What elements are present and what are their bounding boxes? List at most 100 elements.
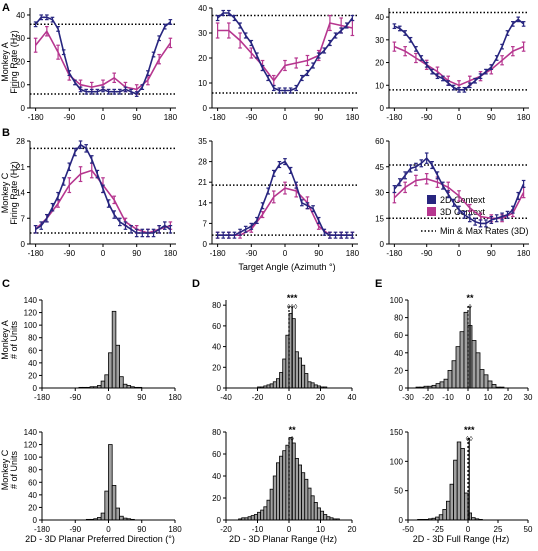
error-bar-2d: [39, 221, 44, 230]
hist-y-tick-label: 60: [28, 478, 37, 487]
error-bar-3d: [67, 177, 72, 194]
histogram-bar: [100, 512, 106, 521]
tuning-x-tick-label: 0: [283, 249, 288, 258]
hist-y-tick-label: 100: [24, 321, 38, 330]
error-bar-2d: [277, 87, 282, 94]
error-bar-2d: [232, 14, 237, 22]
error-bar-2d: [255, 216, 259, 224]
error-bar-2d: [162, 23, 167, 30]
tuning-x-tick-label: 180: [164, 113, 178, 122]
error-bar-2d: [168, 19, 173, 25]
tuning-y-tick-label: 15: [375, 214, 384, 223]
histogram-bar: [282, 358, 287, 389]
error-bar-2d: [84, 88, 88, 95]
hist-y-tick-label: 20: [28, 371, 37, 380]
histogram-bar: [313, 501, 318, 521]
error-bar-2d: [451, 84, 456, 91]
histogram-bar: [445, 500, 451, 521]
error-bar-3d: [249, 47, 254, 59]
tuning-y-tick-label: 7: [203, 219, 208, 228]
error-bar-2d: [266, 187, 270, 195]
error-bar-2d: [151, 228, 156, 238]
error-bar-2d: [56, 191, 60, 201]
error-bar-2d: [123, 221, 128, 230]
histogram-bar: [260, 509, 265, 521]
histogram-bar: [451, 360, 457, 389]
error-bar-3d: [414, 52, 418, 64]
legend-label-3d: 3D Context: [440, 207, 486, 217]
tuning-x-tick-label: 0: [457, 113, 462, 122]
error-bar-2d: [134, 228, 139, 238]
error-bar-2d: [305, 69, 310, 77]
tuning-plot-b-2: 0 7 14 21 28 35 -180 -90 0 90 180: [198, 137, 360, 258]
error-bar-2d: [33, 21, 38, 28]
error-bar-2d: [221, 231, 226, 239]
histogram-bar: [310, 495, 315, 521]
hist-x-tick-label: 30: [524, 393, 533, 402]
error-bar-3d: [168, 37, 173, 49]
series-line-3d: [217, 22, 353, 82]
error-bar-3d: [511, 46, 515, 57]
error-bar-2d: [243, 32, 248, 39]
error-bar-2d: [484, 68, 488, 75]
error-bar-2d: [316, 52, 321, 59]
hist-x-tick-label: 180: [168, 525, 182, 534]
error-bar-2d: [134, 91, 139, 97]
error-bar-2d: [408, 36, 413, 43]
error-bar-2d: [403, 30, 407, 36]
error-bar-3d: [283, 59, 287, 72]
hist-y-tick-label: 80: [212, 301, 221, 310]
error-bar-3d: [414, 174, 418, 187]
error-bar-2d: [118, 88, 122, 95]
histogram-bar: [483, 374, 489, 389]
hist-x-tick-label: 0: [106, 525, 111, 534]
error-bar-2d: [414, 162, 418, 171]
histogram-bar: [266, 499, 271, 521]
hist-y-tick-label: 80: [394, 314, 403, 323]
hist-y-tick-label: 0: [217, 516, 222, 525]
panel-letter-d: D: [192, 278, 200, 290]
hist-x-tick-label: 0: [466, 525, 471, 534]
series-line-2d: [217, 160, 353, 236]
histogram-bar: [100, 380, 106, 389]
hist-y-tick-label: 40: [212, 343, 221, 352]
hist-x-tick-label: 0: [287, 393, 292, 402]
error-bar-3d: [305, 54, 310, 67]
histogram-bar: [442, 509, 447, 521]
error-bar-2d: [462, 86, 467, 93]
histogram-bar: [111, 310, 117, 389]
error-bar-2d: [516, 191, 521, 200]
histogram-bar: [115, 344, 120, 389]
hist-y-tick-label: 60: [394, 331, 403, 340]
histogram-bar: [279, 372, 284, 389]
tuning-y-tick-label: 45: [375, 163, 384, 172]
hist-x-tick-label: 50: [524, 525, 533, 534]
hist-y-tick-label: 20: [212, 363, 221, 372]
tuning-y-tick-label: 10: [198, 79, 207, 88]
hist-y-tick-label: 0: [33, 516, 38, 525]
histogram-bar: [298, 464, 303, 521]
histogram-bar: [108, 444, 113, 521]
error-bar-2d: [462, 210, 467, 219]
histogram-bar: [275, 378, 280, 389]
error-bar-2d: [494, 214, 499, 223]
hist-x-tick-label: -180: [34, 393, 51, 402]
histogram-bar: [115, 507, 120, 521]
tuning-x-tick-label: 180: [346, 113, 360, 122]
tuning-y-tick-label: 20: [375, 59, 384, 68]
error-bar-2d: [350, 14, 355, 22]
histogram-bar: [443, 378, 449, 389]
error-bar-2d: [249, 39, 254, 47]
error-bar-3d: [392, 191, 397, 204]
error-bar-2d: [414, 46, 418, 52]
error-bar-2d: [328, 231, 332, 239]
error-bar-2d: [435, 171, 440, 180]
error-bar-2d: [146, 228, 150, 238]
hist-x-tick-label: 20: [316, 393, 325, 402]
error-bar-2d: [397, 25, 402, 32]
error-bar-2d: [424, 61, 429, 68]
error-bar-2d: [392, 185, 397, 194]
hist-y-tick-label: 80: [28, 466, 37, 475]
error-bar-3d: [112, 72, 117, 84]
tuning-y-tick-label: 35: [198, 137, 207, 146]
